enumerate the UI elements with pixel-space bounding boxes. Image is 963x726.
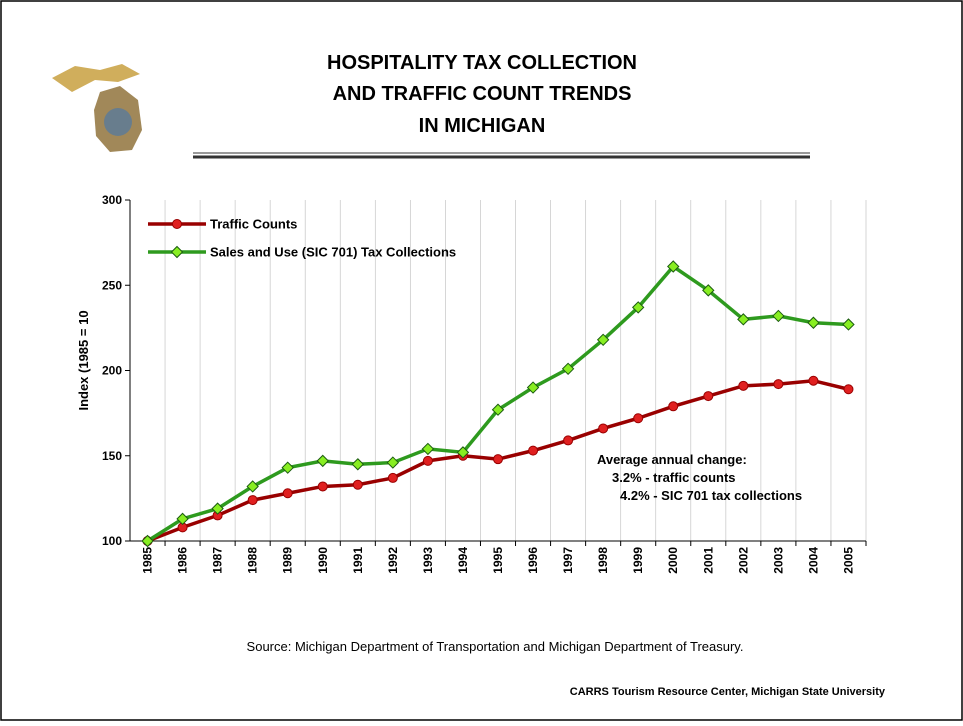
point [387,472,398,483]
x-tick-label: 1986 [176,547,190,574]
point [843,384,854,395]
y-tick-label: 250 [102,278,122,292]
point [247,495,258,506]
x-tick-label: 1985 [141,547,155,574]
annotation: 4.2% - SIC 701 tax collections [620,488,802,503]
point [842,318,855,331]
x-tick-label: 1992 [386,547,400,574]
point [598,423,609,434]
x-tick-label: 2001 [701,547,715,574]
point [352,479,363,490]
chart: 100 150 200 250 300 1985 1986 1987 1988 1989 1990 1… [76,193,867,574]
point [668,401,679,412]
x-tick-label: 2004 [806,547,820,574]
x-tick-label: 2002 [736,547,750,574]
point [170,245,184,259]
x-tick-label: 1990 [316,547,330,574]
x-tick-label: 1987 [211,547,225,574]
x-tick-label: 1996 [526,547,540,574]
point [526,381,540,394]
point [703,391,714,402]
point [528,445,539,456]
point [386,456,400,469]
point [282,488,293,499]
y-tick-label: 100 [102,534,122,548]
point [281,461,294,474]
point [176,512,189,526]
footer: CARRS Tourism Resource Center, Michigan … [570,686,886,698]
x-tick-label: 1999 [631,547,645,574]
x-tick-label: 1993 [421,547,435,574]
legend-label: Traffic Counts [210,217,297,232]
x-tick-label: 2003 [771,547,785,574]
title-line: AND TRAFFIC COUNT TRENDS [333,83,632,105]
point [422,455,433,466]
point [493,454,503,465]
title-line: HOSPITALITY TAX COLLECTION [327,52,637,74]
y-tick-label: 300 [102,193,122,207]
annotation: 3.2% - traffic counts [612,470,736,485]
legend-label: Sales and Use (SIC 701) Tax Collections [210,245,456,260]
point [808,375,819,386]
michigan-logo [52,64,142,152]
annotation: Average annual change: [597,452,747,467]
point [421,442,435,456]
point [351,458,365,471]
point [141,534,154,548]
title-line: IN MICHIGAN [419,115,546,137]
point [631,301,645,314]
point [491,403,505,416]
y-tick-label: 200 [102,364,122,378]
x-tick-label: 1994 [456,547,470,574]
x-tick-label: 1995 [491,547,505,574]
point [633,413,644,424]
x-tick-label: 1989 [281,547,295,574]
point [211,502,224,515]
x-tick-label: 1998 [596,547,610,574]
legend-entry: Traffic Counts [148,217,297,232]
point [316,454,329,468]
point [738,380,749,391]
point [246,480,259,493]
point [596,333,610,347]
source: Source: Michigan Department of Transport… [247,639,744,654]
point [773,379,784,390]
point [772,309,785,323]
y-tick-label: 150 [102,449,122,463]
point [561,362,575,376]
x-tick-label: 2005 [841,547,855,574]
x-tick-label: 1988 [246,547,260,574]
point [563,435,574,446]
point [702,284,715,297]
point [456,446,470,459]
point [807,316,820,329]
x-tick-label: 1997 [561,547,575,574]
point [317,481,328,492]
legend-entry: Sales and Use (SIC 701) Tax Collections [148,245,456,260]
x-tick-label: 1991 [351,547,365,574]
point [667,260,680,273]
point [172,219,182,229]
y-axis-label: Index (1985 = 10 [76,310,91,410]
point [737,313,750,326]
x-tick-label: 2000 [666,547,680,574]
